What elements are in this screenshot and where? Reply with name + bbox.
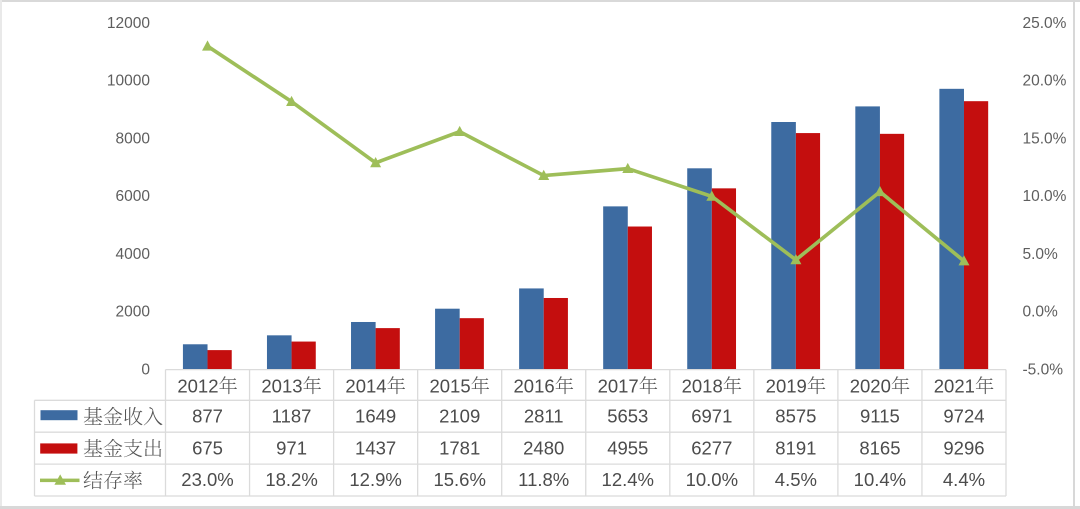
svg-text:12.4%: 12.4% [602, 469, 654, 490]
svg-text:2016: 2016 [514, 376, 555, 397]
svg-text:10.0%: 10.0% [1023, 188, 1067, 205]
svg-text:877: 877 [192, 405, 223, 426]
svg-text:-5.0%: -5.0% [1023, 361, 1064, 378]
svg-text:2017: 2017 [598, 376, 639, 397]
svg-text:1437: 1437 [355, 437, 396, 458]
svg-text:675: 675 [192, 437, 223, 458]
svg-text:23.0%: 23.0% [181, 469, 233, 490]
svg-text:18.2%: 18.2% [265, 469, 317, 490]
svg-text:4.5%: 4.5% [775, 469, 817, 490]
svg-text:2019: 2019 [766, 376, 807, 397]
svg-text:6277: 6277 [691, 437, 732, 458]
svg-text:1649: 1649 [355, 405, 396, 426]
svg-text:9724: 9724 [943, 405, 984, 426]
svg-text:12000: 12000 [107, 15, 150, 32]
svg-text:15.0%: 15.0% [1023, 130, 1067, 147]
svg-text:2000: 2000 [116, 304, 151, 321]
svg-text:10.4%: 10.4% [854, 469, 906, 490]
svg-text:15.6%: 15.6% [433, 469, 485, 490]
svg-text:9115: 9115 [860, 405, 900, 426]
svg-text:5.0%: 5.0% [1023, 246, 1059, 263]
svg-text:6000: 6000 [116, 188, 151, 205]
svg-text:2013: 2013 [261, 376, 302, 397]
svg-text:2012: 2012 [177, 376, 218, 397]
svg-text:2480: 2480 [523, 437, 564, 458]
svg-text:8575: 8575 [775, 405, 816, 426]
svg-text:2020: 2020 [850, 376, 891, 397]
svg-text:25.0%: 25.0% [1023, 15, 1067, 32]
svg-text:8000: 8000 [116, 130, 151, 147]
svg-text:0: 0 [141, 361, 150, 378]
svg-text:8191: 8191 [775, 437, 816, 458]
svg-text:10000: 10000 [107, 73, 150, 90]
svg-text:11.8%: 11.8% [518, 469, 569, 490]
svg-text:4.4%: 4.4% [943, 469, 985, 490]
svg-text:2021: 2021 [934, 376, 975, 397]
svg-text:20.0%: 20.0% [1023, 73, 1067, 90]
svg-text:4000: 4000 [116, 246, 151, 263]
svg-text:2015: 2015 [429, 376, 470, 397]
svg-text:12.9%: 12.9% [349, 469, 401, 490]
svg-text:6971: 6971 [691, 405, 732, 426]
svg-text:4955: 4955 [607, 437, 648, 458]
svg-text:1781: 1781 [439, 437, 480, 458]
svg-text:0.0%: 0.0% [1023, 304, 1059, 321]
svg-text:9296: 9296 [943, 437, 984, 458]
svg-text:8165: 8165 [859, 437, 900, 458]
svg-text:2811: 2811 [524, 405, 564, 426]
svg-text:971: 971 [276, 437, 307, 458]
svg-text:10.0%: 10.0% [686, 469, 738, 490]
svg-text:2018: 2018 [682, 376, 723, 397]
svg-text:1187: 1187 [272, 405, 312, 426]
svg-text:2014: 2014 [345, 376, 386, 397]
svg-text:2109: 2109 [439, 405, 480, 426]
svg-text:5653: 5653 [607, 405, 648, 426]
